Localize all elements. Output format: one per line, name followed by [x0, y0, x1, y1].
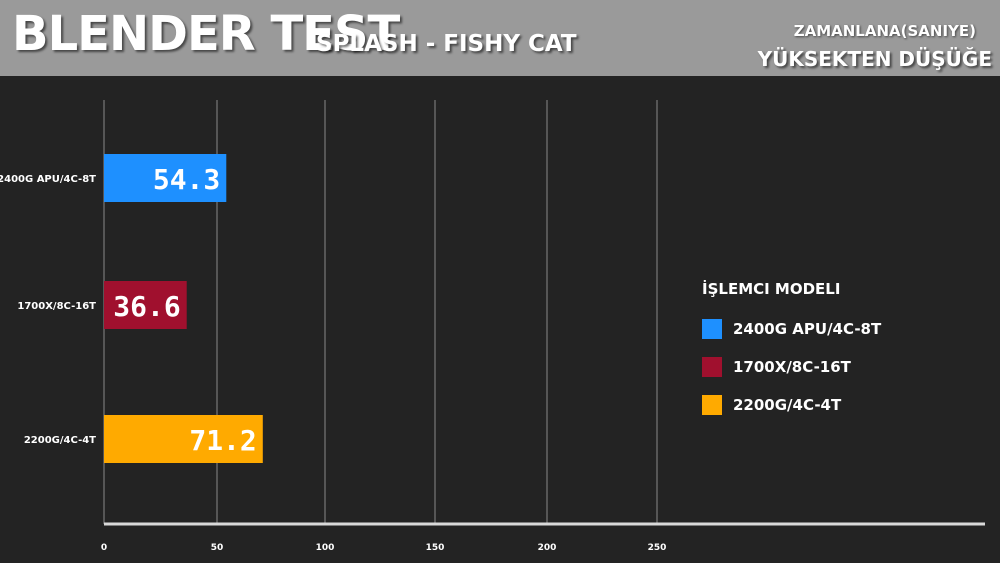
timing-note: ZAMANLANA(SANIYE): [793, 22, 976, 40]
legend-swatch-1: [702, 319, 722, 339]
category-label-1: 2400G APU/4C-8T: [0, 174, 96, 185]
legend-label-2: 1700X/8C-16T: [733, 358, 851, 376]
x-tick-label-100: 100: [316, 543, 335, 553]
x-tick-label-150: 150: [426, 543, 445, 553]
legend-label-3: 2200G/4C-4T: [733, 396, 842, 414]
bar-2: [104, 281, 187, 329]
category-label-2: 1700X/8C-16T: [17, 301, 96, 312]
x-tick-label-250: 250: [648, 543, 667, 553]
x-tick-label-50: 50: [211, 543, 224, 553]
chart-title: BLENDER TEST: [12, 6, 400, 62]
legend-item-2: 1700X/8C-16T: [702, 348, 881, 386]
legend-swatch-2: [702, 357, 722, 377]
x-tick-label-0: 0: [101, 543, 107, 553]
header-bar: BLENDER TEST SPLASH - FISHY CAT ZAMANLAN…: [0, 0, 1000, 76]
value-label-3: 71.2: [189, 424, 256, 457]
legend-item-1: 2400G APU/4C-8T: [702, 310, 881, 348]
value-label-2: 36.6: [113, 290, 180, 323]
sort-note: YÜKSEKTEN DÜŞÜĞE: [757, 47, 992, 71]
bar-3: [104, 415, 263, 463]
category-label-3: 2200G/4C-4T: [24, 435, 96, 446]
legend-swatch-3: [702, 395, 722, 415]
value-label-1: 54.3: [153, 163, 220, 196]
legend: İŞLEMCI MODELI 2400G APU/4C-8T 1700X/8C-1…: [702, 280, 881, 424]
bar-1: [104, 154, 227, 202]
legend-label-1: 2400G APU/4C-8T: [733, 320, 882, 338]
legend-item-3: 2200G/4C-4T: [702, 386, 881, 424]
x-tick-label-200: 200: [538, 543, 557, 553]
legend-items: 2400G APU/4C-8T 1700X/8C-16T 2200G/4C-4T: [702, 310, 881, 424]
chart-subtitle: SPLASH - FISHY CAT: [316, 31, 577, 57]
legend-title: İŞLEMCI MODELI: [702, 280, 841, 298]
